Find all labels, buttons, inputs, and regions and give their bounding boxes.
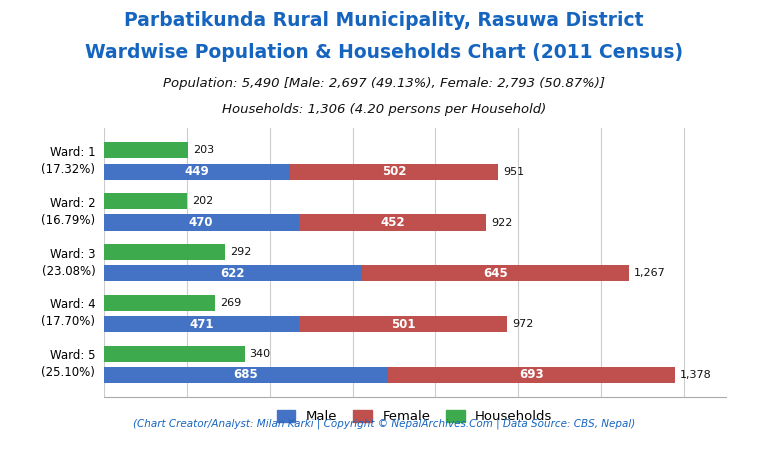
Text: 693: 693 bbox=[519, 369, 544, 382]
Text: 202: 202 bbox=[193, 196, 214, 206]
Text: 449: 449 bbox=[184, 165, 209, 178]
Text: Wardwise Population & Households Chart (2011 Census): Wardwise Population & Households Chart (… bbox=[85, 43, 683, 62]
Text: 470: 470 bbox=[189, 216, 214, 229]
Bar bbox=[104, 214, 299, 231]
Text: 645: 645 bbox=[483, 267, 508, 280]
Text: 951: 951 bbox=[503, 167, 525, 176]
Bar bbox=[104, 193, 187, 209]
Text: 471: 471 bbox=[189, 318, 214, 330]
Bar bbox=[290, 163, 498, 180]
Text: 972: 972 bbox=[511, 319, 533, 329]
Text: 502: 502 bbox=[382, 165, 406, 178]
Bar bbox=[299, 214, 486, 231]
Legend: Male, Female, Households: Male, Female, Households bbox=[272, 405, 558, 428]
Text: Households: 1,306 (4.20 persons per Household): Households: 1,306 (4.20 persons per Hous… bbox=[222, 103, 546, 116]
Text: 1,378: 1,378 bbox=[680, 370, 712, 380]
Bar bbox=[104, 295, 215, 311]
Text: 269: 269 bbox=[220, 298, 241, 308]
Text: Parbatikunda Rural Municipality, Rasuwa District: Parbatikunda Rural Municipality, Rasuwa … bbox=[124, 11, 644, 30]
Bar bbox=[104, 316, 299, 332]
Text: 922: 922 bbox=[491, 217, 512, 228]
Text: Population: 5,490 [Male: 2,697 (49.13%), Female: 2,793 (50.87%)]: Population: 5,490 [Male: 2,697 (49.13%),… bbox=[163, 77, 605, 90]
Text: 501: 501 bbox=[391, 318, 415, 330]
Bar bbox=[104, 265, 362, 282]
Text: 203: 203 bbox=[193, 145, 214, 155]
Bar bbox=[104, 142, 188, 158]
Text: 1,267: 1,267 bbox=[634, 269, 666, 278]
Bar bbox=[388, 367, 675, 383]
Bar bbox=[104, 367, 388, 383]
Text: 452: 452 bbox=[380, 216, 405, 229]
Text: 685: 685 bbox=[233, 369, 258, 382]
Text: (Chart Creator/Analyst: Milan Karki | Copyright © NepalArchives.Com | Data Sourc: (Chart Creator/Analyst: Milan Karki | Co… bbox=[133, 418, 635, 429]
Bar bbox=[104, 163, 290, 180]
Bar bbox=[362, 265, 629, 282]
Bar bbox=[104, 346, 245, 362]
Text: 292: 292 bbox=[230, 247, 251, 257]
Bar bbox=[104, 244, 225, 260]
Bar bbox=[299, 316, 507, 332]
Text: 622: 622 bbox=[220, 267, 245, 280]
Text: 340: 340 bbox=[250, 349, 271, 359]
